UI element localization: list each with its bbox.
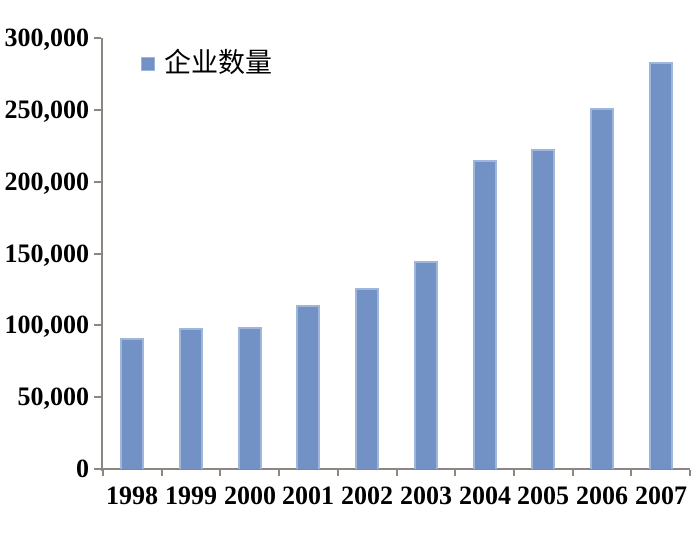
x-axis-tick: [102, 470, 104, 476]
bar-1998: [120, 338, 144, 469]
bar-2003: [414, 261, 438, 469]
x-axis-label-2005: 2005: [517, 481, 569, 510]
y-axis-tick: [94, 324, 101, 327]
x-axis-label-2002: 2002: [341, 481, 393, 510]
x-axis-tick: [630, 470, 633, 476]
y-axis-label: 0: [76, 454, 89, 483]
legend-label: 企业数量: [164, 48, 272, 78]
y-axis-label: 100,000: [4, 310, 90, 340]
legend-swatch-icon: [141, 56, 155, 71]
x-axis-tick: [160, 470, 163, 476]
x-axis-tick: [219, 470, 222, 476]
x-axis-tick: [395, 470, 398, 476]
x-axis-label-1999: 1999: [165, 481, 217, 510]
x-axis-line: [95, 468, 690, 470]
x-axis-label-2003: 2003: [400, 481, 452, 510]
y-axis-label: 200,000: [4, 166, 90, 196]
x-axis-label-2007: 2007: [635, 481, 687, 510]
x-axis-label-2001: 2001: [282, 481, 334, 510]
y-axis-tick: [94, 37, 101, 39]
y-axis-tick: [94, 108, 101, 111]
x-axis-tick: [278, 470, 281, 476]
y-axis-label: 50,000: [17, 382, 90, 412]
bar-2004: [473, 160, 497, 469]
bar-2007: [649, 62, 673, 469]
bar-1999: [179, 328, 203, 469]
x-axis-tick: [689, 470, 691, 476]
y-axis-line: [101, 38, 103, 471]
y-axis-tick: [94, 468, 101, 470]
y-axis-label: 250,000: [4, 94, 90, 124]
legend: 企业数量: [141, 50, 272, 77]
x-axis-tick: [571, 470, 574, 476]
bar-2005: [531, 149, 555, 469]
x-axis-label-2004: 2004: [459, 481, 511, 510]
y-axis-tick: [94, 396, 101, 399]
y-axis-tick: [94, 252, 101, 255]
x-axis-tick: [336, 470, 339, 476]
y-axis-tick: [94, 180, 101, 183]
y-axis-label: 150,000: [4, 238, 90, 268]
x-axis-label-2006: 2006: [576, 481, 628, 510]
bar-2006: [590, 108, 614, 469]
bar-2001: [296, 305, 320, 469]
x-axis-tick: [512, 470, 515, 476]
bar-2000: [238, 327, 262, 469]
bar-2002: [355, 288, 379, 469]
x-axis-tick: [454, 470, 457, 476]
x-axis-label-1998: 1998: [106, 481, 158, 510]
x-axis-label-2000: 2000: [224, 481, 276, 510]
y-axis-label: 300,000: [4, 23, 90, 52]
